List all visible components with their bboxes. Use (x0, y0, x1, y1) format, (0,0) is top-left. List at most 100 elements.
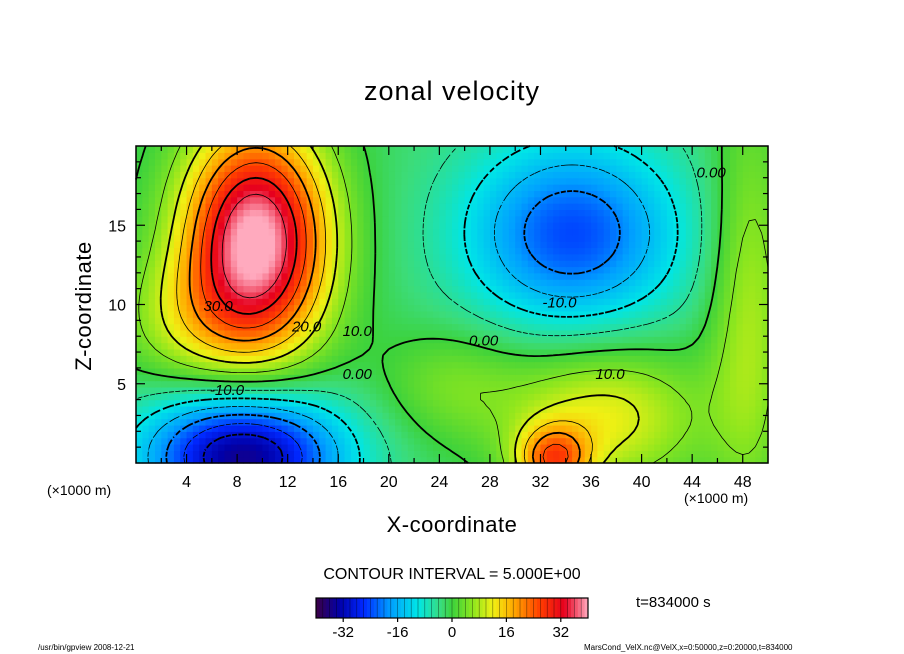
heatmap-cell (306, 184, 314, 191)
heatmap-cell (243, 228, 251, 236)
heatmap-cell (167, 380, 175, 388)
heatmap-cell (281, 443, 289, 451)
heatmap-cell (395, 209, 403, 217)
heatmap-cell (268, 196, 276, 204)
heatmap-cell (534, 184, 542, 191)
heatmap-cell (331, 361, 339, 369)
heatmap-cell (673, 146, 681, 153)
heatmap-cell (414, 209, 421, 217)
heatmap-cell (603, 228, 611, 236)
heatmap-cell (527, 152, 535, 160)
heatmap-cell (685, 279, 693, 287)
heatmap-cell (186, 184, 194, 191)
heatmap-cell (610, 298, 617, 306)
heatmap-cell (230, 228, 238, 236)
heatmap-cell (420, 329, 428, 337)
heatmap-cell (369, 367, 377, 375)
heatmap-cell (325, 190, 333, 198)
heatmap-cell (401, 158, 409, 166)
heatmap-cell (635, 386, 643, 394)
heatmap-cell (211, 272, 219, 280)
heatmap-cell (180, 317, 188, 325)
heatmap-cell (376, 234, 384, 242)
heatmap-cell (230, 222, 238, 230)
heatmap-cell (666, 355, 674, 363)
heatmap-cell (470, 374, 478, 382)
heatmap-cell (331, 443, 339, 451)
heatmap-cell (388, 405, 396, 413)
heatmap-cell (211, 431, 219, 439)
heatmap-cell (559, 266, 567, 274)
heatmap-cell (439, 266, 447, 274)
heatmap-cell (312, 291, 320, 299)
heatmap-cell (338, 253, 346, 261)
heatmap-cell (338, 329, 346, 337)
heatmap-cell (508, 190, 516, 198)
heatmap-cell (591, 399, 598, 407)
heatmap-cell (603, 165, 611, 172)
heatmap-cell (426, 399, 434, 407)
heatmap-cell (654, 209, 662, 217)
heatmap-cell (578, 177, 586, 185)
heatmap-cell (452, 279, 459, 287)
heatmap-cell (420, 260, 428, 268)
heatmap-cell (230, 285, 238, 293)
heatmap-cell (186, 215, 194, 223)
heatmap-cell (142, 323, 150, 331)
heatmap-cell (660, 165, 668, 172)
heatmap-cell (584, 355, 592, 363)
heatmap-cell (319, 228, 327, 236)
heatmap-cell (230, 165, 238, 172)
heatmap-cell (300, 431, 308, 439)
heatmap-cell (603, 424, 611, 432)
heatmap-cell (218, 336, 226, 344)
heatmap-cell (742, 171, 750, 179)
heatmap-cell (331, 190, 339, 198)
heatmap-cell (218, 279, 226, 287)
heatmap-cell (154, 228, 162, 236)
heatmap-cell (559, 177, 567, 185)
heatmap-cell (749, 215, 756, 223)
heatmap-cell (654, 393, 662, 401)
heatmap-cell (199, 355, 207, 363)
heatmap-cell (420, 405, 428, 413)
heatmap-cell (401, 152, 409, 160)
heatmap-cell (230, 266, 238, 274)
heatmap-cell (603, 215, 611, 223)
heatmap-cell (357, 279, 365, 287)
heatmap-cell (458, 222, 466, 230)
heatmap-cell (704, 234, 712, 242)
heatmap-cell (433, 184, 440, 191)
heatmap-cell (376, 247, 384, 255)
heatmap-cell (268, 450, 276, 458)
heatmap-cell (268, 215, 276, 223)
heatmap-cell (294, 412, 301, 420)
heatmap-cell (508, 222, 516, 230)
heatmap-cell (161, 203, 169, 210)
heatmap-cell (306, 450, 314, 458)
heatmap-cell (641, 253, 649, 261)
heatmap-cell (559, 304, 567, 312)
heatmap-cell (736, 291, 744, 299)
heatmap-cell (749, 393, 756, 401)
heatmap-cell (294, 450, 301, 458)
heatmap-cell (723, 184, 731, 191)
heatmap-cell (603, 367, 611, 375)
heatmap-cell (224, 234, 232, 242)
heatmap-cell (230, 437, 238, 445)
heatmap-cell (401, 361, 409, 369)
heatmap-cell (312, 361, 320, 369)
heatmap-cell (692, 405, 700, 413)
heatmap-cell (433, 424, 440, 432)
heatmap-cell (388, 171, 396, 179)
heatmap-cell (325, 234, 333, 242)
heatmap-cell (534, 374, 542, 382)
heatmap-cell (578, 336, 586, 344)
heatmap-cell (578, 158, 586, 166)
heatmap-cell (742, 222, 750, 230)
heatmap-cell (761, 424, 769, 432)
heatmap-cell (199, 456, 207, 464)
heatmap-cell (647, 456, 655, 464)
heatmap-cell (325, 329, 333, 337)
heatmap-cell (173, 456, 181, 464)
